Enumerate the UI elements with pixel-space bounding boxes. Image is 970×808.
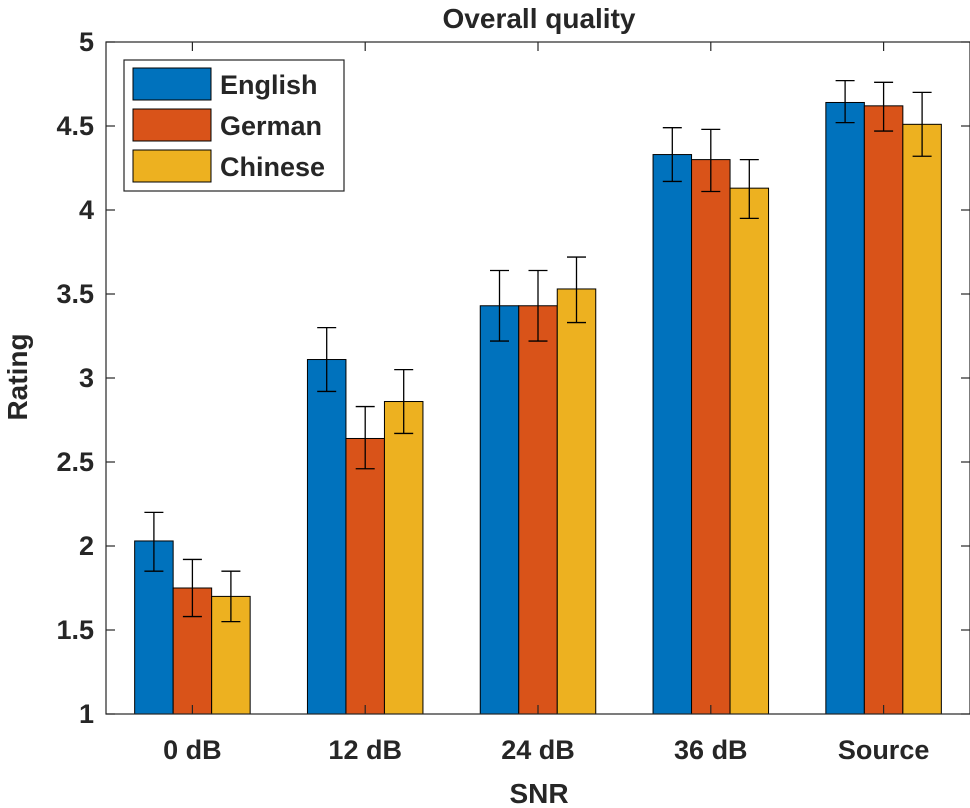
y-axis-ticks: 1 1.5 2 2.5 3 3.5 4 4.5 5 — [56, 27, 970, 729]
legend-label-german: German — [220, 111, 322, 141]
error-bar-english-1 — [144, 511, 164, 572]
y-tick-label: 5 — [79, 27, 94, 57]
y-axis-title: Rating — [2, 333, 33, 420]
error-bar-chinese-5 — [912, 91, 932, 157]
bar-chinese-5 — [902, 123, 942, 715]
x-axis-title: SNR — [509, 778, 568, 808]
error-bar-chinese-4 — [739, 158, 759, 220]
legend-label-chinese: Chinese — [220, 152, 325, 182]
x-tick-label: 0 dB — [163, 735, 222, 765]
y-tick-label: 1 — [79, 699, 94, 729]
chart-title: Overall quality — [443, 3, 636, 34]
bars-group — [134, 101, 942, 715]
error-bar-german-1 — [182, 558, 202, 618]
bar-german-5 — [863, 105, 904, 715]
y-tick-label: 2 — [79, 531, 94, 561]
x-tick-label: 36 dB — [674, 735, 748, 765]
x-tick-label: Source — [838, 735, 930, 765]
bar-english-4 — [652, 154, 693, 715]
error-bar-german-5 — [874, 81, 894, 132]
bar-chinese-3 — [556, 288, 597, 715]
bar-english-3 — [479, 305, 520, 715]
bar-english-2 — [306, 359, 347, 715]
y-tick-label: 1.5 — [56, 615, 94, 645]
y-tick-label: 4.5 — [56, 111, 94, 141]
error-bar-german-2 — [355, 405, 375, 470]
bar-english-5 — [825, 101, 865, 715]
error-bar-english-3 — [490, 269, 509, 342]
error-bar-english-2 — [317, 326, 337, 393]
y-tick-label: 4 — [79, 195, 94, 225]
x-tick-label: 24 dB — [501, 735, 575, 765]
x-axis-ticks: 0 dB 12 dB 24 dB 36 dB Source — [163, 42, 929, 765]
y-tick-label: 3 — [79, 363, 94, 393]
error-bars-group — [144, 79, 932, 623]
bar-german-2 — [345, 437, 385, 715]
error-bar-english-4 — [662, 127, 682, 183]
legend: English German Chinese — [123, 59, 345, 192]
legend-swatch-german — [132, 108, 212, 142]
legend-label-english: English — [220, 70, 318, 100]
error-bar-chinese-3 — [567, 256, 586, 324]
y-tick-label: 3.5 — [56, 279, 94, 309]
bar-german-3 — [518, 305, 558, 715]
legend-swatch-english — [132, 67, 212, 101]
error-bar-german-4 — [701, 128, 721, 193]
error-bar-chinese-2 — [394, 368, 414, 435]
error-bar-english-5 — [835, 79, 855, 124]
bar-german-4 — [691, 159, 731, 715]
bar-chinese-2 — [383, 401, 424, 715]
error-bar-german-3 — [528, 269, 548, 342]
y-tick-label: 2.5 — [56, 447, 94, 477]
legend-swatch-chinese — [132, 149, 212, 183]
error-bar-chinese-1 — [221, 570, 241, 623]
bar-chinese-4 — [729, 187, 770, 715]
x-tick-label: 12 dB — [328, 735, 402, 765]
